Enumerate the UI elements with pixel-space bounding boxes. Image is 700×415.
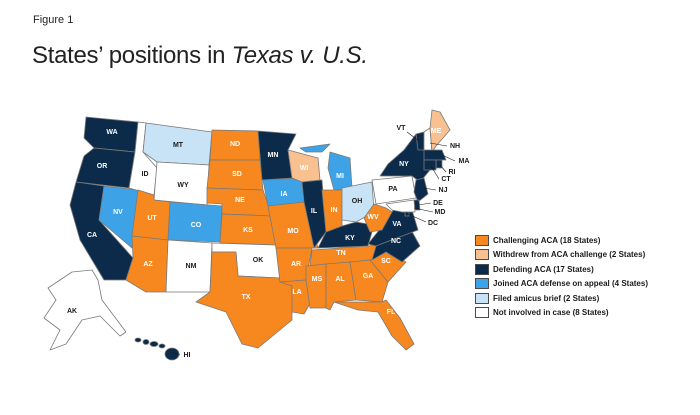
label-vt: VT: [397, 125, 407, 132]
legend-swatch: [475, 307, 489, 319]
label-wi: WI: [300, 165, 309, 172]
state-labels: WA OR CA NV ID MT WY UT CO AZ NM ND SD N…: [67, 128, 442, 316]
state-ri: [435, 159, 443, 169]
state-ct: [423, 159, 437, 171]
label-sc: SC: [381, 258, 391, 265]
legend-swatch: [475, 263, 489, 275]
label-az: AZ: [143, 261, 153, 268]
legend-label: Filed amicus brief (2 States): [493, 293, 600, 303]
label-il: IL: [311, 208, 318, 215]
legend-item: Not involved in case (8 States): [475, 306, 648, 321]
label-mt: MT: [173, 142, 184, 149]
label-nh: NH: [450, 143, 460, 150]
label-ga: GA: [363, 273, 374, 280]
legend-label: Not involved in case (8 States): [493, 308, 609, 318]
state-il: [301, 179, 327, 249]
label-me: ME: [431, 128, 442, 135]
label-in: IN: [331, 207, 338, 214]
label-mo: MO: [287, 228, 299, 235]
state-ma: [423, 149, 447, 161]
label-mn: MN: [268, 152, 279, 159]
legend-item: Challenging ACA (18 States): [475, 233, 648, 248]
label-pa: PA: [388, 186, 397, 193]
state-dc: [404, 211, 410, 217]
label-fl: FL: [387, 309, 396, 316]
label-nc: NC: [391, 238, 401, 245]
legend-label: Defending ACA (17 States): [493, 264, 594, 274]
label-tn: TN: [336, 250, 345, 257]
title-case-name: Texas v. U.S.: [231, 42, 368, 69]
legend-swatch: [475, 292, 489, 304]
legend-item: Joined ACA defense on appeal (4 States): [475, 277, 648, 292]
legend-item: Defending ACA (17 States): [475, 262, 648, 277]
page-title: States’ positions in Texas v. U.S.: [32, 42, 368, 70]
legend-item: Filed amicus brief (2 States): [475, 291, 648, 306]
label-ut: UT: [147, 215, 157, 222]
label-nm: NM: [186, 263, 197, 270]
state-wv: [363, 203, 393, 233]
legend-swatch: [475, 278, 489, 290]
label-wy: WY: [177, 182, 189, 189]
label-md: MD: [435, 209, 446, 216]
state-ms: [305, 263, 327, 309]
legend: Challenging ACA (18 States) Withdrew fro…: [475, 233, 648, 320]
state-tx: [195, 251, 293, 349]
label-ri: RI: [449, 169, 456, 176]
label-ak: AK: [67, 308, 77, 315]
label-nd: ND: [230, 141, 240, 148]
state-nv: [98, 185, 139, 249]
figure-label: Figure 1: [33, 14, 74, 26]
label-mi: MI: [336, 173, 344, 180]
legend-label: Challenging ACA (18 States): [493, 235, 601, 245]
label-ky: KY: [345, 235, 355, 242]
label-wa: WA: [106, 129, 117, 136]
state-or: [75, 147, 136, 189]
label-ok: OK: [253, 257, 264, 264]
callout-lines: [171, 131, 456, 356]
label-co: CO: [191, 222, 202, 229]
label-ma: MA: [459, 158, 470, 165]
state-nj: [413, 177, 429, 203]
legend-label: Joined ACA defense on appeal (4 States): [493, 279, 648, 289]
state-fl: [333, 299, 415, 351]
label-nj: NJ: [439, 187, 448, 194]
state-ak: [43, 269, 127, 351]
label-tx: TX: [242, 294, 251, 301]
label-ne: NE: [235, 197, 245, 204]
label-al: AL: [335, 276, 345, 283]
label-sd: SD: [232, 171, 242, 178]
label-nv: NV: [113, 209, 123, 216]
label-dc: DC: [428, 220, 438, 227]
label-ct: CT: [441, 176, 451, 183]
label-de: DE: [433, 200, 443, 207]
callout-labels: VT NH MA RI CT NJ DE MD DC HI: [184, 125, 470, 359]
label-la: LA: [292, 289, 301, 296]
label-wv: WV: [367, 214, 379, 221]
label-id: ID: [142, 171, 149, 178]
label-ar: AR: [291, 261, 301, 268]
legend-label: Withdrew from ACA challenge (2 States): [493, 250, 646, 260]
label-oh: OH: [352, 198, 363, 205]
label-ms: MS: [312, 276, 323, 283]
label-ia: IA: [281, 191, 288, 198]
label-hi: HI: [184, 352, 191, 359]
legend-item: Withdrew from ACA challenge (2 States): [475, 248, 648, 263]
label-ny: NY: [399, 161, 409, 168]
label-or: OR: [97, 163, 108, 170]
label-ks: KS: [243, 227, 253, 234]
label-va: VA: [392, 221, 401, 228]
label-ca: CA: [87, 232, 97, 239]
legend-swatch: [475, 234, 489, 246]
state-hi: [134, 337, 180, 361]
title-main: States’ positions in: [32, 42, 232, 69]
legend-swatch: [475, 249, 489, 261]
